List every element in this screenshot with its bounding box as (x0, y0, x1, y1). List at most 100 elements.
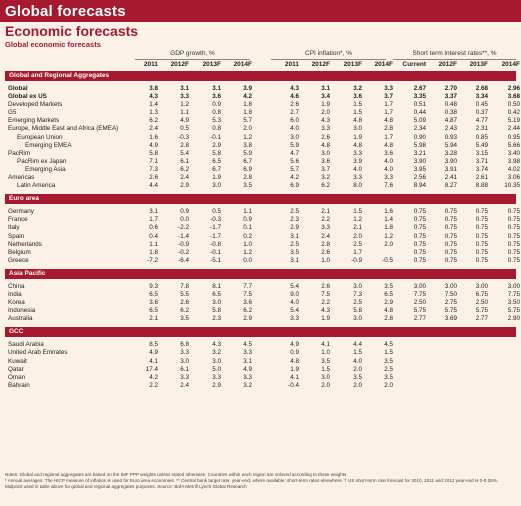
table-row: Saudi Arabia 8.5 6.8 4.3 4.5 4.9 4.1 4.4 4.5 (5, 341, 516, 349)
table-cell: 6.0 (290, 117, 299, 125)
table-cell: 2.44 (507, 125, 520, 133)
table-cell: 3.0 (212, 182, 221, 190)
table-cell: 4.87 (444, 117, 457, 125)
table-cell: 3.71 (475, 157, 488, 165)
column-group-rule (271, 59, 386, 60)
table-row: Developed Markets 1.4 1.2 0.9 1.8 2.6 1.9 1.5 1.… (5, 101, 520, 109)
table-cell: 3.91 (444, 165, 457, 173)
footnote-1: Notes: Global and regional aggregates ar… (5, 472, 348, 477)
year-header: 2011 (284, 61, 299, 68)
table-cell: -2.2 (178, 224, 189, 232)
table-cell: 5.66 (507, 141, 520, 149)
table-cell: 2.75 (444, 299, 457, 307)
table-cell: 2.6 (149, 174, 158, 182)
row-label: Belgium (8, 248, 31, 256)
table-cell: 3.9 (243, 85, 252, 92)
table-cell: 2.34 (413, 125, 426, 133)
table-cell: 2.0 (353, 232, 362, 240)
table-cell: 0.75 (444, 208, 457, 216)
table-cell: 3.68 (507, 93, 520, 101)
table-cell: 3.6 (384, 149, 393, 157)
table-cell: 5.8 (353, 307, 362, 315)
table-cell: 4.5 (384, 341, 393, 349)
table-cell: 3.00 (507, 282, 520, 290)
row-label: Bahrain (8, 381, 30, 389)
table-cell: 3.95 (413, 165, 426, 173)
table-cell: 2.68 (475, 85, 488, 92)
table-cell: 1.5 (321, 365, 330, 373)
table-cell: 4.3 (321, 117, 330, 125)
table-cell: 0.75 (507, 208, 520, 216)
table-cell: 3.9 (353, 157, 362, 165)
table-cell: 3.0 (353, 125, 362, 133)
table-cell: 3.7 (384, 93, 393, 101)
table-row: Emerging Markets 6.2 4.9 5.3 5.7 6.0 4.3 4.8 4.8… (5, 117, 520, 125)
table-cell: 0.75 (507, 232, 520, 240)
table-cell: 4.77 (475, 117, 488, 125)
table-row: European Union 1.6 -0.3 -0.1 1.2 3.0 2.6 1.9 1.7… (5, 133, 520, 142)
table-cell: 2.31 (475, 125, 488, 133)
table-cell: 3.3 (243, 373, 252, 381)
table-row: Americas 2.6 2.4 1.9 2.8 4.2 3.2 3.3 3.3 2.56 2.41… (5, 174, 520, 182)
table-cell: 2.8 (180, 141, 189, 149)
table-cell: 4.0 (290, 125, 299, 133)
table-cell: 3.3 (212, 373, 221, 381)
table-cell: 2.6 (321, 282, 330, 290)
table-cell: 4.9 (149, 349, 158, 357)
table-cell: 0.51 (413, 101, 426, 109)
year-header: 2013F (469, 61, 488, 68)
table-cell: 3.6 (321, 157, 330, 165)
table-cell: -1.7 (210, 232, 221, 240)
table-cell: 2.9 (384, 299, 393, 307)
table-cell: 4.0 (353, 165, 362, 173)
table-cell: 2.5 (384, 365, 393, 373)
table-cell: 4.8 (353, 117, 362, 125)
table-cell: 2.2 (321, 299, 330, 307)
table-cell: 2.50 (413, 299, 426, 307)
table-cell: 2.2 (149, 381, 158, 389)
year-header: 2011 (143, 61, 158, 68)
table-cell: 3.5 (384, 282, 393, 290)
table-cell: 3.2 (243, 381, 252, 389)
table-cell: 3.98 (507, 157, 520, 165)
table-row: PacRim 5.8 5.4 5.8 5.9 4.7 3.0 3.3 3.6 3.21 3.28 3.… (5, 149, 520, 158)
table-cell: 4.3 (290, 85, 299, 92)
table-cell: 3.1 (180, 85, 189, 92)
table-cell: 1.6 (384, 208, 393, 216)
row-label: Australia (8, 315, 33, 323)
footnote-3: Midpoint used in table above for global … (5, 484, 247, 490)
table-cell: 2.56 (413, 174, 426, 182)
year-header: 2014F (374, 61, 393, 68)
table-cell: 0.9 (212, 101, 221, 109)
table-title: Global economic forecasts (5, 40, 101, 49)
table-cell: 3.50 (507, 299, 520, 307)
table-cell: 17.4 (145, 365, 158, 373)
table-cell: 6.9 (243, 165, 252, 173)
table-cell: 1.7 (384, 133, 393, 141)
table-cell: 3.1 (321, 85, 330, 92)
table-cell: 0.4 (149, 232, 158, 240)
table-cell: 3.69 (444, 315, 457, 323)
table-cell: -0.8 (210, 240, 221, 248)
table-cell: 4.5 (243, 341, 252, 349)
table-cell: 4.8 (384, 117, 393, 125)
table-cell: 0.75 (444, 232, 457, 240)
table-cell: 3.5 (243, 182, 252, 190)
table-cell: 0.75 (475, 208, 488, 216)
table-cell: 1.8 (243, 101, 252, 109)
row-label: Global ex US (8, 93, 47, 101)
table-cell: 0.95 (507, 133, 520, 141)
row-label: Global (8, 85, 28, 92)
table-cell: 5.6 (290, 157, 299, 165)
table-row: France 1.7 0.0 -0.3 0.9 2.3 2.2 1.2 1.4 0.75 0.75 0… (5, 216, 520, 224)
year-header: 2012F (170, 61, 189, 68)
table-cell: 0.75 (507, 240, 520, 248)
table-cell: 6.5 (212, 290, 221, 298)
table-cell: 1.7 (149, 216, 158, 224)
table-cell: 7.50 (444, 290, 457, 298)
table-cell: 5.7 (290, 165, 299, 173)
table-cell: 9.3 (149, 282, 158, 290)
table-cell: 2.4 (321, 232, 330, 240)
table-cell: 1.9 (321, 101, 330, 109)
